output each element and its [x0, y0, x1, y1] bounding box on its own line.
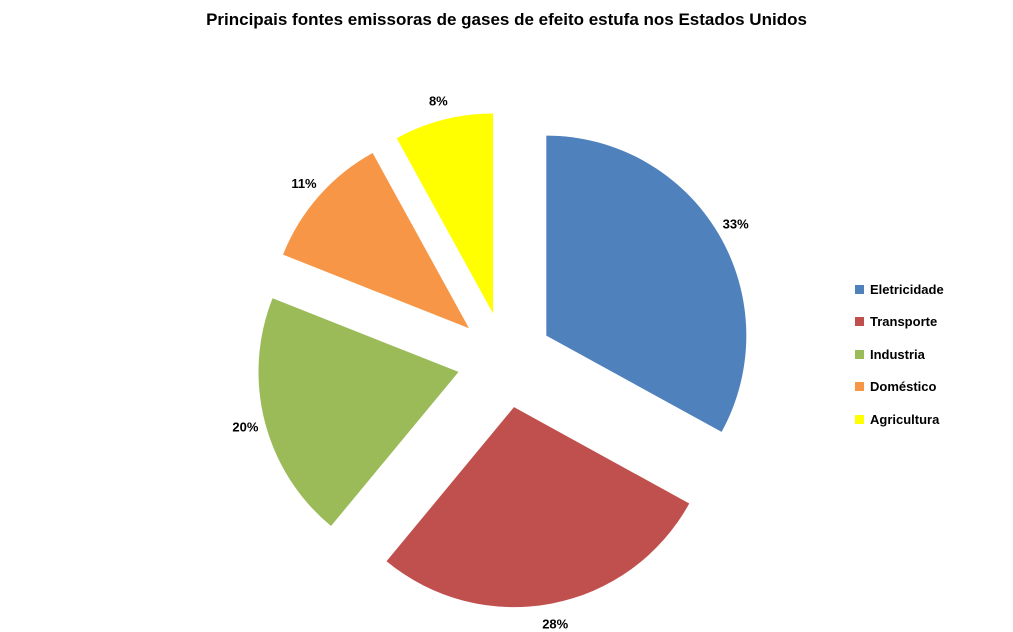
legend-item-industria: Industria: [855, 338, 944, 371]
legend: Eletricidade Transporte Industria Doméstico…: [855, 273, 944, 436]
legend-swatch: [855, 349, 864, 359]
legend-item-transporte: Transporte: [855, 306, 944, 339]
legend-label: Eletricidade: [870, 281, 944, 297]
data-label-eletricidade: 33%: [723, 217, 749, 232]
legend-item-agricultura: Agricultura: [855, 403, 944, 436]
legend-item-eletricidade: Eletricidade: [855, 273, 944, 306]
data-label-transporte: 28%: [542, 616, 568, 631]
legend-item-doméstico: Doméstico: [855, 371, 944, 404]
legend-swatch: [855, 284, 864, 294]
data-label-agricultura: 8%: [429, 93, 448, 108]
pie-slice-agricultura: [396, 113, 494, 314]
pie-slice-transporte: [386, 407, 690, 608]
chart-title: Principais fontes emissoras de gases de …: [206, 10, 807, 29]
pie-slice-industria: [258, 298, 459, 527]
legend-label: Doméstico: [870, 379, 937, 395]
legend-swatch: [855, 317, 864, 327]
legend-label: Industria: [870, 346, 925, 362]
data-label-industria: 20%: [232, 420, 258, 435]
pie-slice-doméstico: [283, 152, 469, 329]
legend-label: Transporte: [870, 314, 938, 330]
legend-label: Agricultura: [870, 411, 940, 427]
data-label-doméstico: 11%: [291, 176, 317, 191]
legend-swatch: [855, 382, 864, 392]
pie-slice-eletricidade: [546, 135, 747, 432]
legend-swatch: [855, 414, 864, 424]
